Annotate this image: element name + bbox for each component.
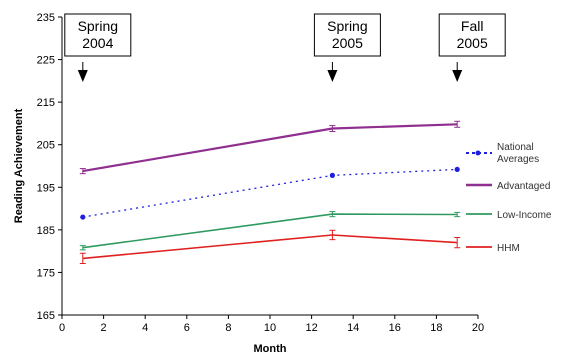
legend-marker-national-averages	[475, 150, 481, 156]
callout-label: 2004	[82, 35, 113, 51]
down-arrow-icon	[452, 70, 463, 82]
data-point-national-averages	[329, 172, 335, 178]
series-line-low-income	[82, 213, 458, 249]
down-arrow-icon	[77, 70, 88, 82]
legend-label-advantaged: Advantaged	[497, 181, 550, 192]
callout-label: Fall	[461, 18, 484, 34]
x-tick-label: 0	[59, 322, 65, 334]
callout-label: Spring	[327, 18, 367, 34]
x-tick-label: 10	[264, 322, 276, 334]
callout-label: 2005	[332, 35, 363, 51]
callout-label: 2005	[457, 35, 488, 51]
series-line-national-averages	[82, 168, 458, 218]
y-tick-label: 185	[37, 225, 55, 237]
legend-label-low-income: Low-Income	[497, 210, 552, 221]
callout-label: Spring	[78, 18, 118, 34]
y-tick-label: 175	[37, 267, 55, 279]
series-line-hhm	[82, 234, 458, 260]
x-tick-label: 6	[184, 322, 190, 334]
x-tick-label: 18	[430, 322, 442, 334]
callout-box	[313, 13, 381, 57]
callout-box	[438, 13, 506, 57]
x-tick-label: 12	[305, 322, 317, 334]
data-point-national-averages	[454, 166, 460, 173]
series-line-advantaged	[82, 123, 458, 173]
y-tick-label: 215	[37, 97, 55, 109]
x-axis-title: Month	[254, 343, 287, 355]
y-tick-label: 225	[37, 55, 55, 67]
legend-label-national-averages: Averages	[497, 154, 539, 165]
y-axis-title: Reading Achievement	[13, 108, 25, 223]
legend-label-national-averages: National	[497, 142, 534, 153]
down-arrow-icon	[327, 70, 338, 82]
y-tick-label: 165	[37, 310, 55, 322]
legend-label-hhm: HHM	[497, 243, 520, 254]
data-point-national-averages	[80, 214, 86, 220]
y-tick-label: 195	[37, 182, 55, 194]
callout-box	[64, 13, 132, 57]
x-tick-label: 14	[347, 322, 359, 334]
series-group	[79, 120, 461, 264]
y-tick-label: 205	[37, 140, 55, 152]
axes: 165 175 185 195 205 215 225 235 0 2 4 6 8 10 12 14 16 18 2…	[13, 12, 484, 355]
x-tick-label: 4	[142, 322, 148, 334]
x-tick-label: 20	[472, 322, 484, 334]
x-tick-label: 2	[101, 322, 107, 334]
y-tick-label: 235	[37, 12, 55, 24]
x-tick-label: 8	[225, 322, 231, 334]
x-tick-label: 16	[389, 322, 401, 334]
